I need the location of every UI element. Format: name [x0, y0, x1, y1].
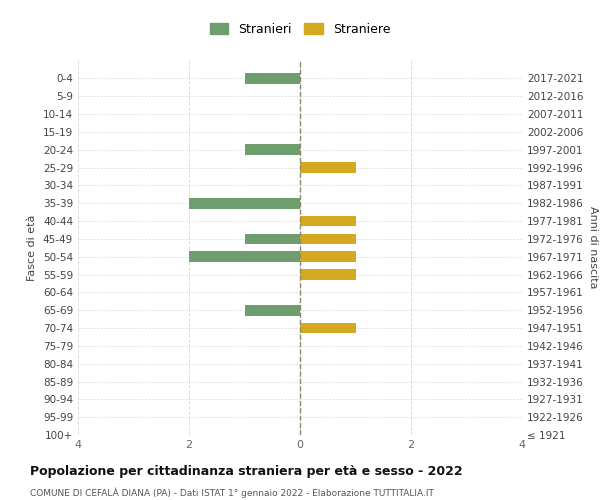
Bar	[245, 234, 300, 244]
Bar	[300, 269, 355, 280]
Bar	[245, 144, 300, 155]
Bar	[300, 252, 355, 262]
Bar	[300, 322, 355, 334]
Bar	[300, 234, 355, 244]
Text: Popolazione per cittadinanza straniera per età e sesso - 2022: Popolazione per cittadinanza straniera p…	[30, 465, 463, 478]
Bar	[300, 216, 355, 226]
Bar	[189, 198, 300, 208]
Y-axis label: Anni di nascita: Anni di nascita	[587, 206, 598, 289]
Bar	[300, 162, 355, 173]
Bar	[189, 252, 300, 262]
Bar	[245, 305, 300, 316]
Bar	[245, 73, 300, 84]
Text: COMUNE DI CEFALÀ DIANA (PA) - Dati ISTAT 1° gennaio 2022 - Elaborazione TUTTITAL: COMUNE DI CEFALÀ DIANA (PA) - Dati ISTAT…	[30, 488, 434, 498]
Y-axis label: Fasce di età: Fasce di età	[28, 214, 37, 280]
Legend: Stranieri, Straniere: Stranieri, Straniere	[205, 18, 395, 40]
